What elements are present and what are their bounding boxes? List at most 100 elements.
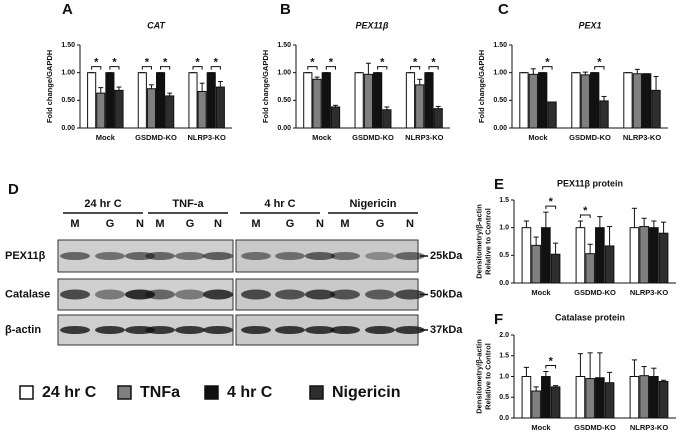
error-bar	[116, 86, 122, 91]
bar	[604, 245, 615, 284]
blot-band	[145, 252, 175, 260]
bar	[649, 376, 659, 419]
y-tick-label: 0.00	[277, 125, 291, 132]
significance-label: *	[214, 57, 219, 69]
error-bar	[587, 352, 593, 379]
bar	[541, 227, 551, 284]
significance-bracket	[542, 66, 553, 70]
error-bar	[651, 367, 657, 377]
bar	[105, 72, 115, 129]
bar	[639, 226, 649, 284]
blot-group-label: TNF-a	[172, 198, 204, 210]
y-tick-label: 1.5	[499, 353, 509, 360]
bar	[146, 88, 156, 129]
blot-band	[395, 289, 425, 300]
error-bar	[631, 359, 638, 377]
y-tick-label: 0.0	[499, 280, 509, 287]
x-tick-label: NLRP3-KO	[405, 133, 444, 142]
blot-band	[145, 326, 175, 334]
significance-bracket	[91, 66, 102, 70]
lane-label: N	[316, 218, 324, 230]
size-marker: 25kDa	[430, 250, 463, 262]
legend-swatch	[19, 385, 34, 400]
blot-band	[330, 252, 360, 260]
panel-letter: E	[494, 176, 504, 193]
error-bar	[533, 236, 539, 246]
size-marker: 50kDa	[430, 288, 463, 300]
error-bar	[149, 84, 154, 89]
x-tick-label: Mock	[312, 133, 332, 142]
error-bar	[199, 82, 205, 92]
bar	[575, 227, 586, 284]
bar	[595, 227, 605, 284]
bar	[433, 108, 443, 129]
bar	[382, 109, 392, 129]
bar	[206, 72, 216, 129]
significance-label: *	[549, 196, 554, 208]
error-bar	[98, 87, 104, 94]
error-bar	[651, 220, 657, 228]
panel-letter: B	[280, 1, 291, 18]
bar	[550, 253, 561, 284]
error-bar	[660, 379, 667, 382]
y-axis-label: Relative to Control	[483, 208, 492, 275]
significance-bracket	[210, 66, 221, 70]
bar	[550, 386, 561, 419]
significance-bracket	[409, 66, 421, 70]
error-bar	[523, 220, 530, 228]
bar	[87, 72, 97, 129]
lane-label: M	[70, 218, 79, 230]
y-axis-label: Fold change/GAPDH	[477, 50, 486, 123]
bar	[96, 92, 106, 129]
significance-label: *	[431, 57, 436, 69]
blot-band	[241, 326, 271, 334]
significance-label: *	[545, 57, 550, 69]
bar	[424, 72, 434, 129]
blot-band	[275, 289, 305, 300]
error-bar	[314, 76, 320, 80]
legend-label: 24 hr C	[42, 384, 97, 401]
bar	[642, 73, 652, 129]
bar	[354, 72, 364, 129]
lane-label: N	[406, 218, 414, 230]
error-bar	[587, 243, 593, 254]
blot-band	[60, 326, 90, 334]
legend-swatch	[309, 385, 324, 400]
y-tick-label: 0.50	[277, 97, 291, 104]
bar	[547, 101, 557, 129]
panel-letter: F	[494, 311, 503, 328]
significance-label: *	[112, 57, 117, 69]
significance-label: *	[310, 57, 315, 69]
error-bar	[606, 226, 613, 246]
y-tick-label: 0.5	[499, 394, 509, 401]
blot-band	[95, 252, 125, 260]
bar	[363, 73, 373, 129]
chart-title: PEX1	[578, 20, 601, 30]
lane-label: M	[155, 218, 164, 230]
x-tick-label: GSDMD-KO	[352, 133, 394, 142]
panel-letter: A	[62, 1, 73, 18]
bar	[215, 86, 225, 129]
blot-band	[145, 289, 175, 300]
y-tick-label: 1.00	[61, 70, 75, 77]
x-tick-label: NLRP3-KO	[630, 423, 669, 432]
blot-band	[330, 326, 360, 334]
error-bar	[577, 220, 584, 228]
x-tick-label: NLRP3-KO	[187, 133, 226, 142]
y-tick-label: 0.50	[61, 97, 75, 104]
bar	[651, 89, 661, 129]
blot-band	[203, 326, 233, 334]
significance-label: *	[549, 355, 554, 367]
significance-bracket	[307, 66, 318, 70]
error-bar	[543, 211, 549, 228]
chart-title: PEX11β protein	[557, 178, 623, 188]
error-bar	[552, 385, 559, 387]
lane-label: G	[376, 218, 385, 230]
bar	[632, 73, 642, 129]
blot-band	[395, 252, 425, 260]
bar	[312, 78, 322, 129]
significance-bracket	[141, 66, 152, 70]
bar	[580, 74, 590, 129]
significance-label: *	[597, 57, 602, 69]
error-bar	[384, 106, 390, 110]
